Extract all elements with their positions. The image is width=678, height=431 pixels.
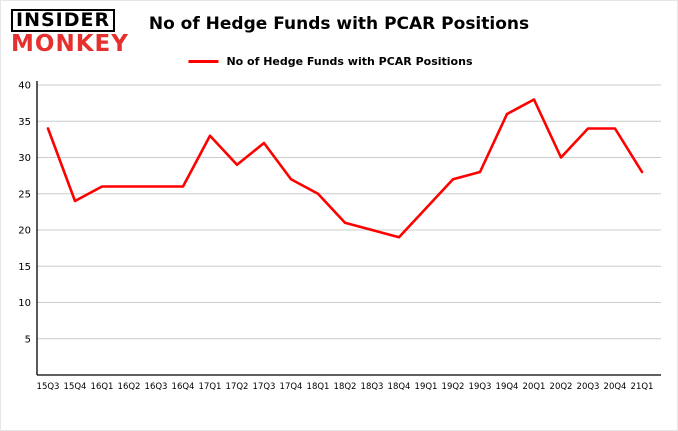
y-tick-label: 25 — [18, 189, 31, 200]
y-tick-label: 15 — [18, 262, 31, 273]
legend-label: No of Hedge Funds with PCAR Positions — [226, 55, 473, 68]
x-tick-label: 16Q2 — [118, 382, 141, 392]
y-tick-label: 5 — [25, 334, 31, 345]
x-tick-label: 17Q2 — [226, 382, 249, 392]
x-tick-label: 17Q4 — [280, 382, 303, 392]
x-tick-label: 18Q1 — [307, 382, 330, 392]
logo-insider-text: INSIDER — [11, 9, 116, 33]
x-tick-label: 16Q4 — [172, 382, 195, 392]
y-tick-label: 40 — [18, 81, 31, 92]
x-tick-label: 15Q4 — [64, 382, 87, 392]
x-tick-label: 19Q4 — [496, 382, 519, 392]
data-line — [46, 98, 644, 239]
y-tick-label: 35 — [18, 117, 31, 128]
x-tick-label: 18Q2 — [334, 382, 357, 392]
x-tick-label: 19Q3 — [469, 382, 492, 392]
chart-title: No of Hedge Funds with PCAR Positions — [148, 14, 530, 34]
x-tick-label: 16Q3 — [145, 382, 168, 392]
x-tick-label: 20Q2 — [550, 382, 573, 392]
legend: No of Hedge Funds with PCAR Positions — [188, 55, 473, 68]
insider-monkey-logo: INSIDER MONKEY — [11, 9, 129, 57]
x-tick-label: 21Q1 — [631, 382, 654, 392]
x-tick-label: 17Q1 — [199, 382, 222, 392]
x-tick-label: 19Q2 — [442, 382, 465, 392]
x-tick-label: 20Q1 — [523, 382, 546, 392]
x-tick-label: 15Q3 — [37, 382, 60, 392]
y-tick-label: 20 — [18, 226, 31, 237]
legend-line-swatch — [188, 60, 219, 63]
y-tick-label: 30 — [18, 153, 31, 164]
x-tick-label: 18Q4 — [388, 382, 411, 392]
logo-monkey-text: MONKEY — [11, 31, 129, 58]
x-tick-label: 17Q3 — [253, 382, 276, 392]
y-tick-label: 10 — [18, 298, 31, 309]
x-tick-label: 20Q3 — [577, 382, 600, 392]
x-tick-label: 20Q4 — [604, 382, 627, 392]
x-tick-label: 19Q1 — [415, 382, 438, 392]
x-tick-label: 18Q3 — [361, 382, 384, 392]
x-tick-label: 16Q1 — [91, 382, 114, 392]
